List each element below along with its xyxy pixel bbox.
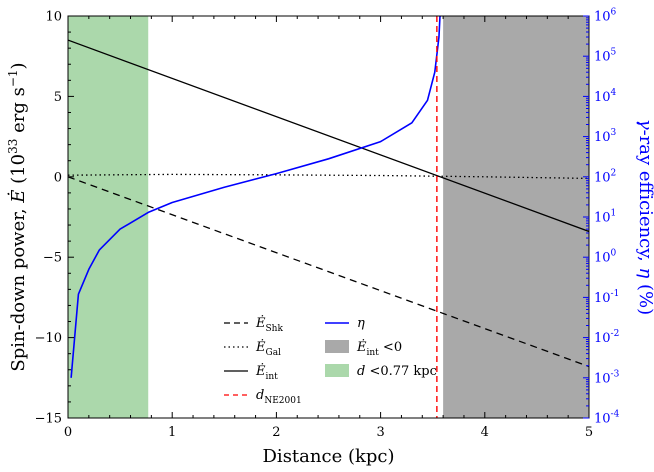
legend-label-col2-0: η xyxy=(357,316,365,331)
x-axis-title: Distance (kpc) xyxy=(263,446,395,467)
y-left-tick-label: −15 xyxy=(35,412,62,427)
y-right-tick-label: 106 xyxy=(594,8,617,25)
data-lines xyxy=(68,16,589,418)
legend-label-col2-1: Ėint <0 xyxy=(356,338,402,358)
y-right-tick-label: 10-3 xyxy=(594,369,620,386)
y-right-tick-label: 105 xyxy=(594,48,617,65)
y-left-tick-label: −10 xyxy=(35,331,62,346)
y-right-tick-label: 103 xyxy=(594,128,617,145)
y-right-tick-label: 10-4 xyxy=(594,410,620,427)
y-left-tick-label: 10 xyxy=(45,10,62,25)
y-right-tick-label: 101 xyxy=(594,209,616,226)
series-line-dashed xyxy=(68,176,589,368)
x-tick-label: 2 xyxy=(272,425,280,440)
legend-swatch-distance xyxy=(325,364,349,377)
region-distance-lt-077 xyxy=(68,16,149,418)
legend-label-int: Ėint xyxy=(255,362,278,382)
y-left-tick-label: 5 xyxy=(54,90,62,105)
x-tick-label: 1 xyxy=(168,425,176,440)
region-eint-negative xyxy=(443,16,589,418)
y-right-tick-label: 10-2 xyxy=(594,329,619,346)
y-left-tick-label: 0 xyxy=(54,170,62,185)
y-right-tick-label: 102 xyxy=(594,168,616,185)
x-tick-label: 3 xyxy=(376,425,384,440)
series-line-solid xyxy=(68,39,589,233)
legend-swatch-eint-negative xyxy=(325,340,349,353)
x-tick-label: 4 xyxy=(481,425,489,440)
shaded-regions xyxy=(68,16,589,418)
x-tick-label: 0 xyxy=(64,425,72,440)
y-right-tick-label: 100 xyxy=(594,249,617,266)
legend-label-col2-2: d <0.77 kpc xyxy=(357,364,437,379)
x-tick-label: 5 xyxy=(585,425,593,440)
series-line-dotted xyxy=(68,173,589,180)
y-left-tick-label: −5 xyxy=(43,251,62,266)
legend-label-shk: ĖShk xyxy=(255,314,283,334)
y-right-tick-label: 10-1 xyxy=(594,289,619,306)
ticks: 0 1 2 3 4 5 −15 −10 −5 0 5 10 10-4 10-3 10-2 10-1 100 101… xyxy=(35,8,620,441)
y-right-tick-label: 104 xyxy=(594,88,617,105)
left-y-axis-title: Spin-down power, Ė (1033 erg s−1) xyxy=(6,62,29,371)
legend: ĖShk ĖGal Ėint dNE2001 η Ėint <0 d <0.77 kpc xyxy=(224,314,437,406)
right-y-axis-title: γ-ray efficiency, η (%) xyxy=(635,119,654,315)
legend-label-ne2001: dNE2001 xyxy=(256,388,302,406)
legend-label-gal: ĖGal xyxy=(255,338,281,358)
